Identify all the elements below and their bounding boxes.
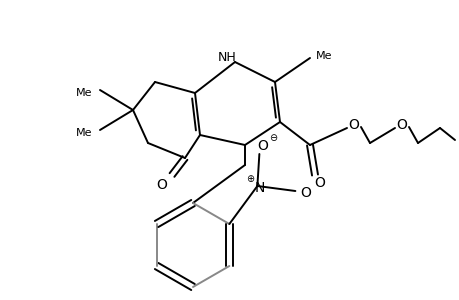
Text: NH: NH (217, 50, 236, 64)
Text: O: O (257, 139, 267, 153)
Text: O: O (299, 186, 310, 200)
Text: O: O (348, 118, 358, 132)
Text: Me: Me (76, 128, 92, 138)
Text: Me: Me (76, 88, 92, 98)
Text: ⊖: ⊖ (269, 133, 277, 143)
Text: ⊕: ⊕ (246, 174, 254, 184)
Text: Me: Me (315, 51, 331, 61)
Text: O: O (396, 118, 407, 132)
Text: O: O (314, 176, 325, 190)
Text: O: O (156, 178, 167, 192)
Text: N: N (254, 181, 264, 195)
